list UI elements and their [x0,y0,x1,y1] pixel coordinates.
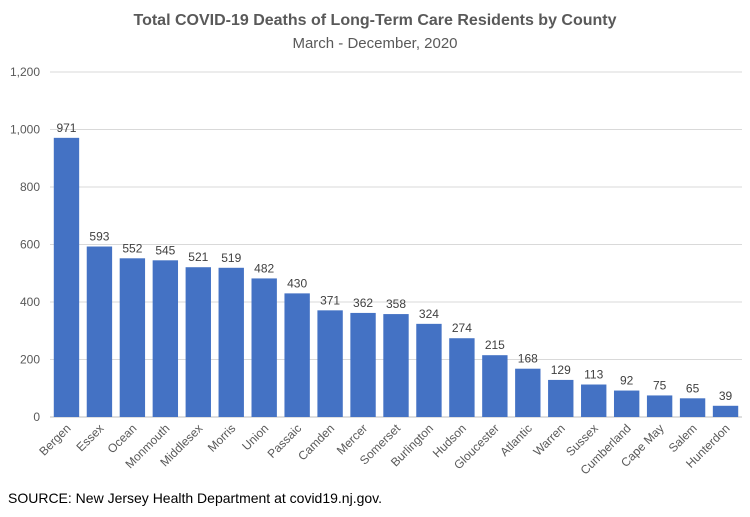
data-label: 593 [89,230,109,244]
data-label: 129 [551,363,571,377]
y-tick-label: 200 [20,353,40,367]
bar [152,260,179,417]
data-label: 215 [485,338,505,352]
bar [646,395,673,417]
bar [284,293,310,417]
data-label: 521 [188,250,208,264]
x-tick-label: Bergen [36,421,73,458]
data-label: 482 [254,261,274,275]
bar [416,323,442,417]
y-tick-label: 400 [20,295,40,309]
data-label: 545 [155,243,175,257]
y-tick-label: 1,200 [10,65,40,79]
x-tick-label: Camden [295,421,337,463]
bar [679,398,706,417]
y-tick-label: 1,000 [10,123,40,137]
data-label: 113 [584,368,603,382]
chart-subtitle: March - December, 2020 [292,35,458,52]
bar [449,338,475,417]
bar [383,314,409,417]
data-label: 519 [221,251,241,265]
bar [712,405,739,417]
bar [581,384,607,417]
bar [515,368,541,417]
chart-title: Total COVID-19 Deaths of Long-Term Care … [133,12,617,29]
bar [350,312,376,417]
data-label: 430 [287,276,307,290]
data-label: 92 [620,374,634,388]
x-tick-label: Atlantic [497,421,535,459]
data-label: 39 [719,389,733,403]
data-label: 358 [386,297,406,311]
data-label: 75 [653,378,667,392]
bar [317,310,343,417]
data-label: 324 [419,307,439,321]
x-tick-label: Warren [530,421,567,458]
y-tick-label: 600 [20,238,40,252]
data-label: 371 [320,293,340,307]
data-label: 362 [353,296,373,310]
y-tick-label: 0 [33,410,40,424]
data-label: 65 [686,381,700,395]
bar [251,278,277,417]
bar [482,355,508,417]
bar [185,267,211,417]
bar [53,137,80,417]
bar [218,267,244,417]
x-tick-label: Essex [74,421,107,454]
bar [119,258,146,417]
source-note: SOURCE: New Jersey Health Department at … [8,490,383,506]
bar [86,246,113,417]
data-label: 552 [122,241,142,255]
data-label: 971 [56,121,76,135]
y-tick-label: 800 [20,180,40,194]
bar [613,390,640,417]
bar [548,379,574,417]
chart-plot: 0 200 400 600 800 1,000 1,200 971 Bergen 593 Essex… [10,65,742,477]
x-tick-label: Morris [205,421,238,454]
data-label: 274 [452,321,472,335]
data-label: 168 [518,352,538,366]
